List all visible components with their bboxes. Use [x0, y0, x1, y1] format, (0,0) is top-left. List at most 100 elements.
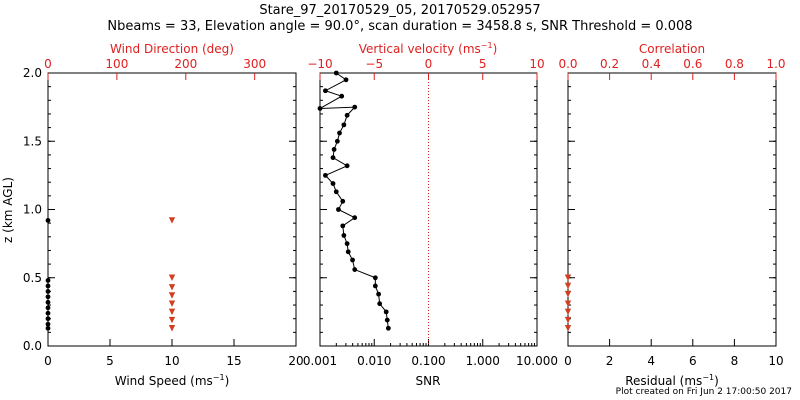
vertical-velocity-point — [352, 267, 358, 272]
panel-1-bottom-tick-label: 15 — [226, 354, 241, 368]
vertical-velocity-point — [352, 215, 358, 221]
vertical-velocity-point — [345, 249, 351, 255]
wind-direction-point — [168, 300, 176, 307]
vertical-velocity-point — [340, 223, 346, 229]
panel-1-top-tick-label: 300 — [243, 57, 266, 71]
vertical-velocity-point — [376, 291, 381, 297]
panel-3-top-tick-label: 1.0 — [766, 57, 785, 71]
panel-1-bottom-axis-label: Wind Speed (ms−1) — [115, 373, 230, 388]
panel-3-bottom-tick-label: 2 — [606, 354, 614, 368]
wind-speed-point — [45, 325, 51, 331]
panel-1-top-tick-label: 100 — [105, 57, 128, 71]
vertical-velocity-point — [341, 122, 347, 128]
panel-2-top-label-end: ) — [493, 42, 498, 56]
panel-3-bottom-tick-label: 10 — [768, 354, 783, 368]
vertical-velocity-point — [344, 241, 350, 247]
vertical-velocity-point — [337, 130, 342, 136]
vertical-velocity-point — [372, 275, 378, 281]
panel-1-bottom-label-end: ) — [225, 374, 230, 388]
chart-title: Stare_97_20170529_05, 20170529.052957 — [259, 3, 541, 18]
vertical-velocity-point — [330, 181, 336, 186]
correlation-point — [564, 325, 572, 332]
panel-2-top-tick-label: −5 — [365, 57, 383, 71]
wind-direction-point — [168, 284, 176, 291]
wind-direction-point — [168, 308, 176, 316]
correlation-point — [564, 316, 572, 324]
panel-2-top-tick-label: 10 — [529, 57, 544, 71]
vertical-velocity-point — [331, 147, 337, 152]
wind-direction-point — [168, 292, 176, 299]
panel-3-top-tick-label: 0.6 — [683, 57, 702, 71]
panel-3-bottom-tick-label: 8 — [731, 354, 739, 368]
panel-2-bottom-tick-label: 0.100 — [411, 354, 445, 368]
panel-3-top-axis-label: Correlation — [639, 42, 705, 56]
panel-1-bottom-tick-label: 20 — [288, 354, 303, 368]
panel-3-bottom-axis-label: Residual (ms−1) — [625, 373, 719, 388]
correlation-point — [564, 308, 572, 316]
wind-direction-point — [168, 217, 176, 224]
panel-3-top-tick-label: 0.8 — [725, 57, 744, 71]
panel-3-bottom-label-sup: −1 — [702, 373, 714, 382]
vertical-velocity-point — [336, 207, 341, 212]
panel-1-bottom-tick-label: 10 — [164, 354, 179, 368]
panel-1-top-tick-label: 0 — [44, 57, 52, 71]
vertical-velocity-point — [333, 70, 339, 76]
vertical-velocity-point — [372, 283, 378, 289]
correlation-point — [564, 300, 572, 307]
panel-2-bottom-tick-label: 0.010 — [357, 354, 391, 368]
wind-direction-point — [168, 274, 176, 281]
panel-2-top-label-main: Vertical velocity (ms — [359, 42, 481, 56]
panel-3-bottom-tick-label: 0 — [564, 354, 572, 368]
wind-speed-point — [45, 310, 51, 316]
wind-speed-point — [45, 289, 51, 294]
panel-2-top-tick-label: 5 — [479, 57, 487, 71]
panel-3-top-tick-label: 0.2 — [600, 57, 619, 71]
wind-speed-point — [45, 321, 51, 327]
correlation-point — [564, 274, 572, 281]
y-tick-label: 1.5 — [23, 134, 42, 148]
vertical-velocity-point — [384, 317, 390, 323]
panel-1-bottom-tick-label: 5 — [106, 354, 114, 368]
panel-3-top-tick-label: 0.0 — [558, 57, 577, 71]
panel-1-bottom-label-sup: −1 — [213, 373, 225, 382]
panel-3-bottom-label-end: ) — [714, 374, 719, 388]
panel-2-top-tick-label: 0 — [425, 57, 433, 71]
wind-speed-point — [45, 218, 51, 223]
vertical-velocity-point — [377, 301, 383, 307]
panel-3-frame — [567, 72, 777, 347]
y-tick-label: 0.5 — [23, 271, 42, 285]
y-axis-label: z (km AGL) — [1, 177, 15, 243]
panel-2-bottom-tick-label: 0.001 — [303, 354, 337, 368]
vertical-velocity-point — [343, 77, 349, 83]
vertical-velocity-point — [339, 93, 345, 99]
vertical-velocity-point — [323, 88, 328, 94]
vertical-velocity-point — [334, 138, 340, 144]
panel-1-bottom-label-main: Wind Speed (ms — [115, 374, 213, 388]
wind-speed-point — [45, 283, 51, 289]
panel-2-bottom-tick-label: 1.000 — [466, 354, 500, 368]
vertical-velocity-point — [323, 172, 328, 178]
plot-created-note: Plot created on Fri Jun 2 17:00:50 2017 — [615, 387, 792, 397]
panel-2-top-label-sup: −1 — [481, 41, 493, 50]
vertical-velocity-point — [352, 104, 358, 110]
wind-direction-point — [168, 316, 176, 324]
panel-2-bottom-tick-label: 10.000 — [516, 354, 558, 368]
panel-3-bottom-tick-label: 6 — [689, 354, 697, 368]
wind-speed-point — [45, 294, 51, 300]
y-tick-label: 0.0 — [23, 339, 42, 353]
vertical-velocity-point — [340, 198, 346, 204]
chart-subtitle: Nbeams = 33, Elevation angle = 90.0°, sc… — [107, 19, 693, 34]
vertical-velocity-point — [385, 325, 391, 331]
vertical-velocity-point — [383, 309, 389, 315]
wind-speed-point — [45, 278, 51, 283]
vertical-velocity-point — [344, 163, 350, 169]
vertical-velocity-point — [330, 155, 336, 161]
wind-speed-point — [45, 299, 51, 305]
vertical-velocity-point — [341, 233, 347, 238]
correlation-point — [564, 290, 572, 298]
panel-2-top-axis-label: Vertical velocity (ms−1) — [359, 41, 498, 56]
vertical-velocity-point — [344, 112, 350, 118]
panel-2-bottom-axis-label: SNR — [416, 374, 441, 388]
vertical-velocity-point — [333, 189, 339, 195]
